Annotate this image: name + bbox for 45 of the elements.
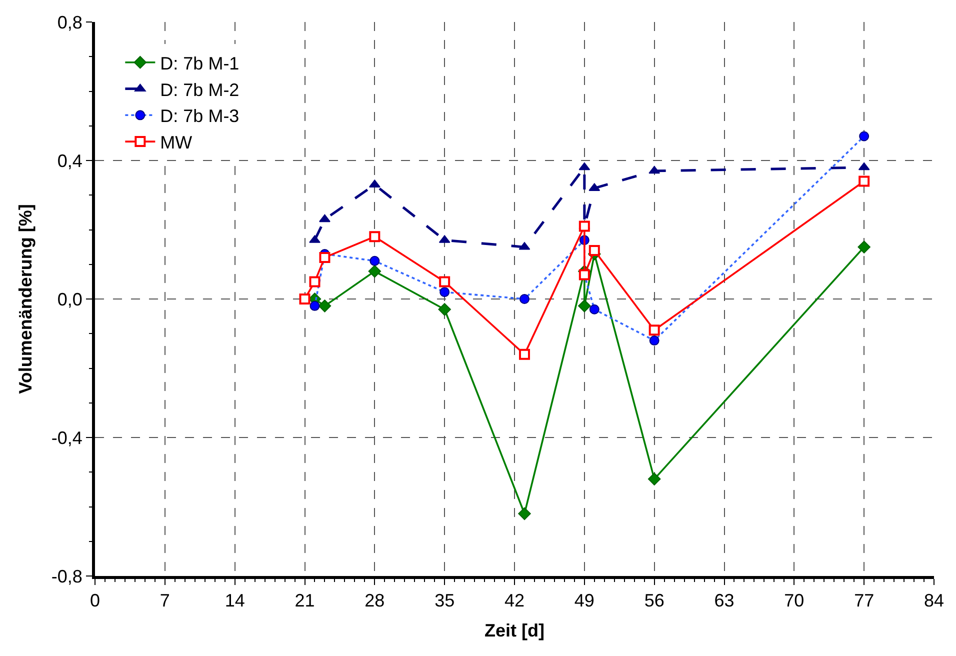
- x-tick-label: 28: [364, 590, 385, 611]
- x-tick-label: 35: [434, 590, 455, 611]
- point: [578, 300, 591, 312]
- point: [518, 348, 530, 360]
- y-tick-label: 0,0: [57, 289, 82, 310]
- y-tick-label: 0,8: [57, 12, 82, 32]
- point: [858, 176, 870, 187]
- x-tick-label: 7: [160, 590, 170, 611]
- y-tick-label: -0,8: [51, 566, 82, 586]
- y-tick-label: 0,4: [57, 150, 82, 171]
- point: [588, 245, 600, 256]
- x-tick-label: 0: [90, 590, 100, 611]
- x-tick-label: 77: [854, 590, 874, 611]
- legend-label: D: 7b M-1: [160, 53, 240, 74]
- point: [648, 324, 660, 336]
- legend-label: D: 7b M-2: [160, 80, 240, 100]
- point: [648, 166, 660, 174]
- x-tick-label: 84: [924, 590, 944, 611]
- x-tick-label: 70: [784, 590, 804, 611]
- point: [319, 252, 330, 263]
- x-tick-label: 14: [224, 590, 245, 611]
- y-tick-label: -0,4: [51, 428, 82, 448]
- point: [309, 276, 320, 288]
- x-axis-title: Zeit [d]: [484, 620, 544, 641]
- point: [858, 162, 870, 170]
- legend-label: MW: [160, 132, 192, 153]
- point: [648, 472, 661, 486]
- y-axis-title: Volumenänderung [%]: [16, 204, 36, 394]
- point: [578, 220, 590, 232]
- x-tick-label: 49: [574, 590, 594, 611]
- point: [858, 240, 870, 254]
- point: [369, 231, 380, 242]
- x-tick-label: 21: [294, 590, 315, 611]
- point: [319, 214, 330, 222]
- x-tick-label: 56: [644, 590, 664, 611]
- point: [439, 276, 450, 288]
- point: [318, 300, 332, 312]
- x-tick-label: 63: [714, 590, 734, 611]
- point: [368, 264, 382, 278]
- point: [578, 162, 590, 170]
- legend-label: D: 7b M-3: [160, 106, 240, 126]
- point: [299, 294, 310, 304]
- point: [518, 507, 531, 520]
- point: [438, 303, 451, 316]
- x-tick-label: 42: [504, 590, 525, 611]
